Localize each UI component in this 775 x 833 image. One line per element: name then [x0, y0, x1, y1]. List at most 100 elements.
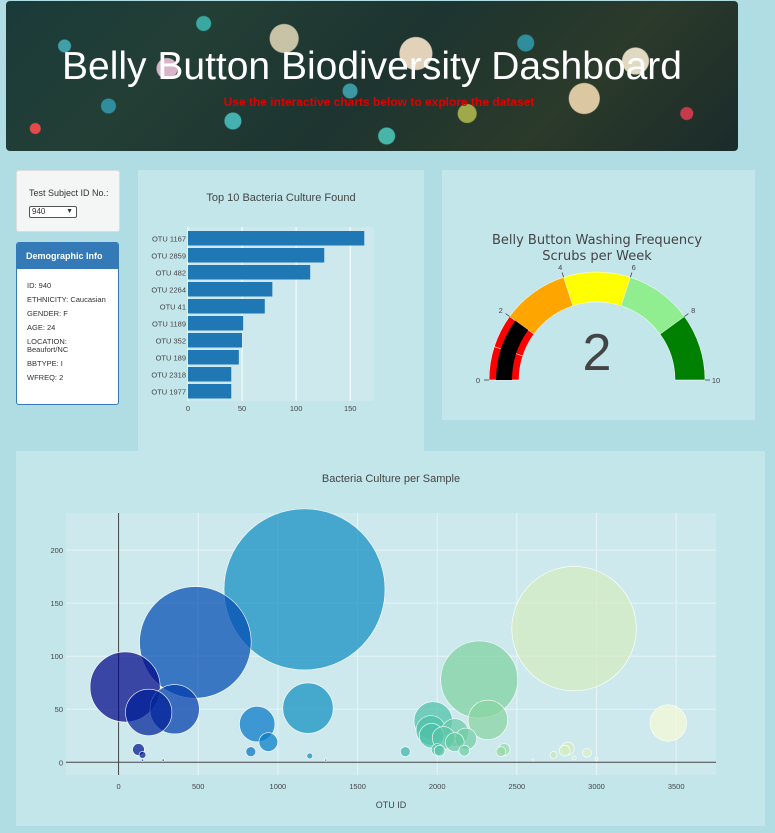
bar-x-tick-label: 100	[290, 404, 303, 413]
bar-x-tick-label: 0	[186, 404, 190, 413]
gauge-tick	[505, 313, 510, 317]
bar-x-tick-label: 150	[344, 404, 357, 413]
gauge-subtitle: Scrubs per Week	[542, 249, 652, 264]
gauge-value: 2	[583, 324, 612, 382]
bubble-x-tick-label: 500	[192, 782, 205, 791]
bubble[interactable]	[400, 746, 411, 757]
bar[interactable]	[188, 231, 365, 246]
bubble[interactable]	[558, 744, 571, 757]
gauge-tick-label: 2	[499, 306, 503, 315]
demographic-info-list: ID: 940 ETHNICITY: Caucasian GENDER: F A…	[17, 269, 118, 382]
bubble[interactable]	[324, 758, 328, 762]
bubble[interactable]	[138, 751, 147, 759]
bar-y-tick-label: OTU 1977	[151, 388, 186, 397]
bar[interactable]	[188, 248, 325, 263]
bar-y-tick-label: OTU 1189	[152, 320, 186, 329]
bubble-chart-title: Bacteria Culture per Sample	[322, 473, 460, 485]
bar-y-tick-label: OTU 2859	[151, 252, 186, 261]
bubble-y-tick-label: 50	[55, 705, 63, 714]
bubble-x-tick-label: 1500	[349, 782, 366, 791]
bubble[interactable]	[282, 682, 334, 734]
bubble-y-tick-label: 200	[50, 546, 63, 555]
bubble[interactable]	[140, 758, 144, 762]
bar[interactable]	[188, 350, 239, 365]
bubble-x-tick-label: 0	[116, 782, 120, 791]
bubble[interactable]	[467, 699, 508, 740]
bar-y-tick-label: OTU 189	[156, 354, 186, 363]
gauge-value-bar	[496, 320, 529, 380]
gauge-tick	[629, 272, 633, 278]
gauge-tick-label: 4	[558, 263, 562, 272]
page-title: Belly Button Biodiversity Dashboard	[62, 45, 682, 88]
bubble-y-tick-label: 150	[50, 599, 63, 608]
demographic-info-heading: Demographic Info	[17, 243, 118, 269]
bar-y-tick-label: OTU 2264	[151, 286, 186, 295]
demographic-line-age: AGE: 24	[27, 323, 56, 332]
bubble[interactable]	[458, 744, 471, 757]
gauge-tick-label: 6	[632, 263, 636, 272]
bubble[interactable]	[511, 566, 637, 692]
bubble[interactable]	[549, 751, 558, 759]
bar-y-tick-label: OTU 41	[160, 303, 186, 312]
bar-x-tick-label: 50	[238, 404, 246, 413]
subject-selector-label: Test Subject ID No.:	[29, 188, 109, 198]
bar[interactable]	[188, 367, 232, 382]
demographic-line-location: LOCATION: Beaufort/NC	[27, 337, 69, 354]
bubble-chart-xlabel: OTU ID	[376, 800, 407, 810]
bubble-x-tick-label: 3500	[668, 782, 685, 791]
bar-y-tick-label: OTU 482	[156, 269, 186, 278]
subject-id-value: 940	[32, 207, 46, 216]
bar-y-tick-label: OTU 352	[156, 337, 186, 346]
bubble[interactable]	[594, 757, 599, 761]
bar[interactable]	[188, 265, 311, 280]
bubble[interactable]	[125, 688, 173, 736]
gauge-tick-label: 8	[691, 306, 695, 315]
bubble[interactable]	[649, 704, 687, 742]
page-subtitle: Use the interactive charts below to expl…	[223, 95, 535, 109]
header-banner: Belly Button Biodiversity Dashboard Use …	[6, 1, 738, 151]
bubble[interactable]	[571, 755, 577, 761]
bubble[interactable]	[433, 744, 446, 757]
bar-chart[interactable]: Top 10 Bacteria Culture Found OTU 1167 OT…	[138, 170, 424, 451]
gauge-step	[563, 271, 631, 307]
bubble[interactable]	[306, 752, 314, 760]
bubble[interactable]	[445, 732, 465, 752]
bubble-y-tick-label: 100	[50, 652, 63, 661]
bubble-x-tick-label: 1000	[270, 782, 287, 791]
gauge-chart[interactable]: Belly Button Washing Frequency Scrubs pe…	[442, 170, 755, 420]
bubble[interactable]	[495, 746, 507, 757]
demographic-line-bbtype: BBTYPE: I	[27, 359, 63, 368]
gauge-tick	[561, 272, 565, 278]
gauge-step	[659, 316, 706, 381]
bar[interactable]	[188, 333, 243, 348]
bar-y-tick-label: OTU 2318	[151, 371, 186, 380]
bubble-x-tick-label: 2500	[509, 782, 526, 791]
bubble[interactable]	[258, 732, 279, 752]
subject-selector-panel: Test Subject ID No.: 940 ▼	[16, 170, 120, 232]
chevron-down-icon: ▼	[66, 208, 73, 215]
demographic-line-ethnicity: ETHNICITY: Caucasian	[27, 295, 106, 304]
bubble-x-tick-label: 2000	[429, 782, 446, 791]
bar[interactable]	[188, 384, 232, 399]
bubble[interactable]	[223, 508, 386, 671]
gauge-tick-label: 10	[712, 376, 720, 385]
gauge-tick-label: 0	[476, 376, 480, 385]
bubble[interactable]	[245, 746, 257, 757]
subject-id-dropdown[interactable]: 940 ▼	[29, 206, 77, 218]
bubble[interactable]	[161, 758, 165, 762]
demographic-line-id: ID: 940	[27, 281, 52, 290]
bubble-x-tick-label: 3000	[588, 782, 605, 791]
bar[interactable]	[188, 316, 244, 331]
bar-y-tick-label: OTU 1167	[152, 235, 186, 244]
bubble[interactable]	[582, 747, 592, 758]
demographic-line-gender: GENDER: F	[27, 309, 68, 318]
gauge-title: Belly Button Washing Frequency	[492, 233, 702, 248]
bubble-chart-panel: Bacteria Culture per Sample 0 500 1000 1500…	[16, 451, 765, 826]
demographic-info-panel: Demographic Info ID: 940 ETHNICITY: Cauc…	[16, 242, 119, 405]
bubble[interactable]	[531, 758, 535, 762]
bubble-chart[interactable]: Bacteria Culture per Sample 0 500 1000 1500…	[16, 451, 765, 826]
bar[interactable]	[188, 299, 265, 314]
gauge-panel: Belly Button Washing Frequency Scrubs pe…	[442, 170, 755, 420]
bubble-y-tick-label: 0	[59, 758, 63, 767]
bar[interactable]	[188, 282, 273, 297]
